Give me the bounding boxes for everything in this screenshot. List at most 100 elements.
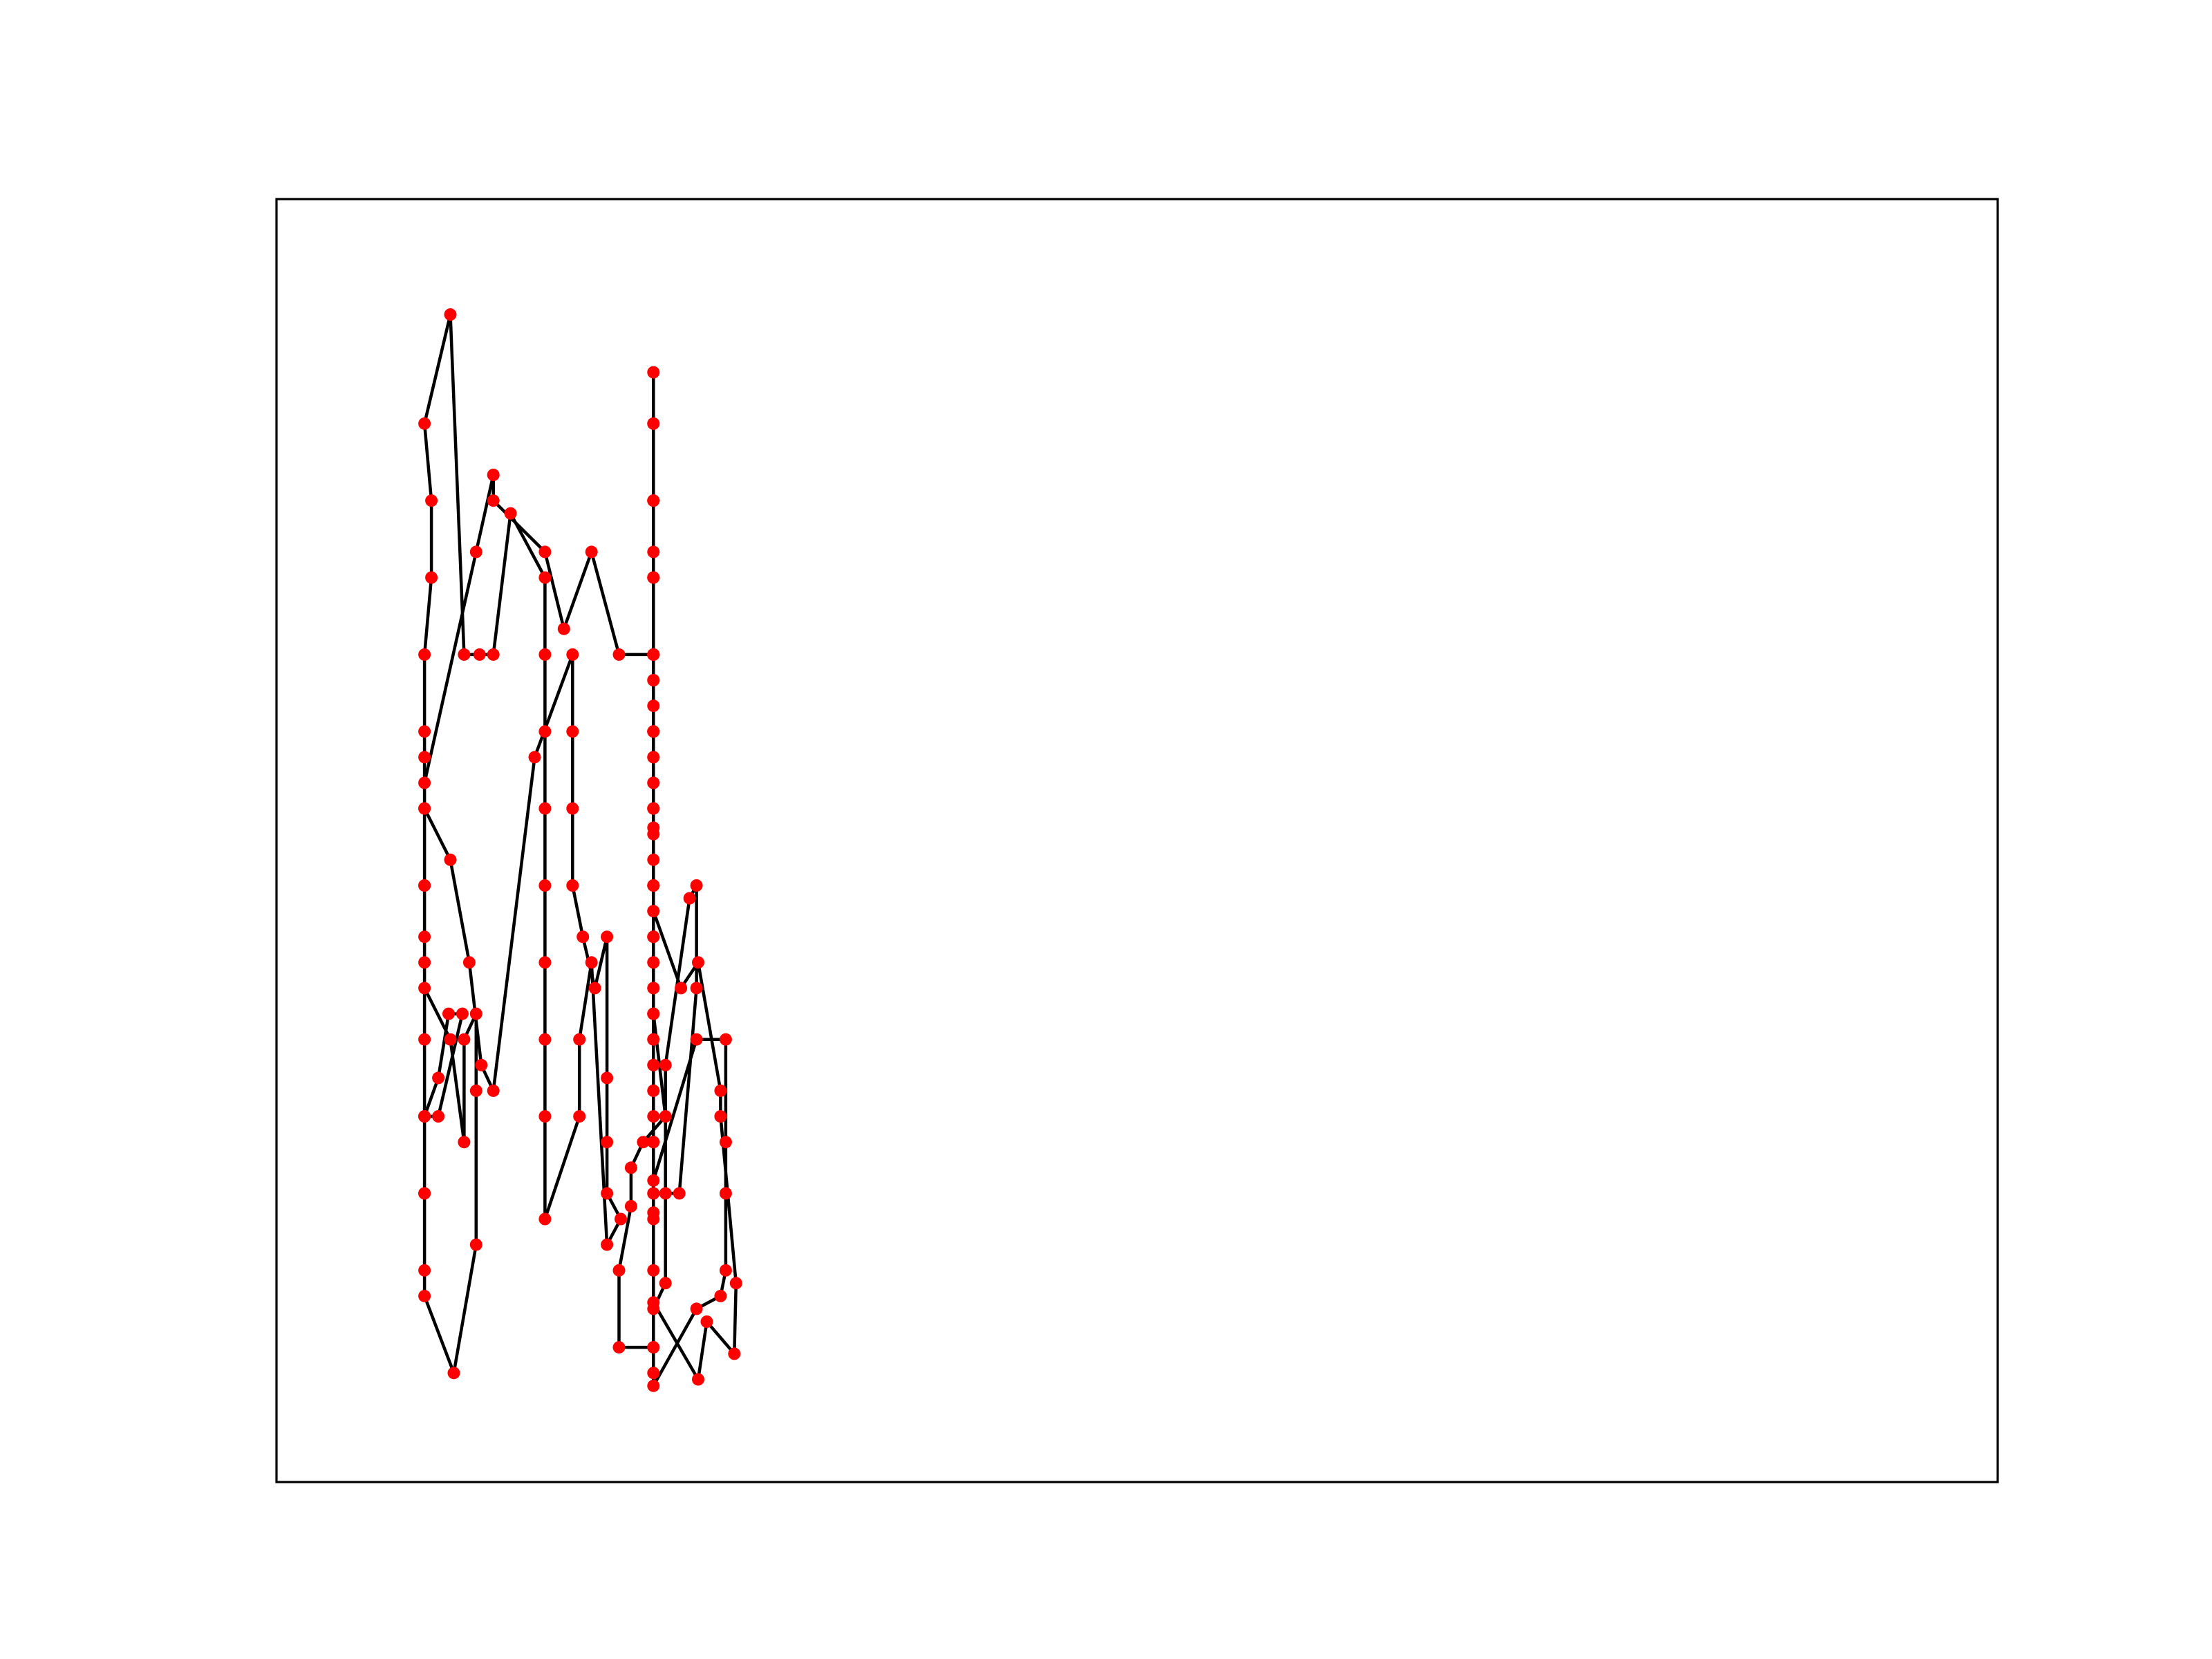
data-point (659, 1058, 672, 1071)
data-point (528, 751, 541, 764)
data-point (469, 1238, 482, 1251)
data-point (647, 802, 660, 815)
data-point (612, 648, 626, 661)
data-point (418, 982, 431, 995)
marker-layer (418, 308, 742, 1392)
data-point (538, 571, 552, 584)
data-point (458, 648, 471, 661)
data-point (647, 1187, 660, 1200)
data-point (469, 1007, 482, 1020)
data-point (624, 1161, 637, 1174)
data-point (714, 1084, 727, 1097)
data-point (469, 545, 482, 559)
data-point (637, 1136, 650, 1149)
data-point (647, 700, 660, 713)
data-point (601, 1136, 614, 1149)
data-point (714, 1289, 727, 1302)
data-point (538, 545, 552, 559)
data-point (647, 1379, 660, 1392)
data-point (601, 1238, 614, 1251)
data-point (418, 751, 431, 764)
data-point (601, 1071, 614, 1085)
data-point (647, 1136, 660, 1149)
data-point (647, 1058, 660, 1071)
data-point (647, 1367, 660, 1380)
data-point (719, 1264, 732, 1277)
data-point (573, 1110, 586, 1123)
data-point (647, 1341, 660, 1354)
data-point (473, 648, 486, 661)
data-point (647, 1110, 660, 1123)
data-point (624, 1200, 637, 1212)
data-point (690, 1302, 703, 1315)
data-point (577, 930, 590, 944)
data-point (538, 879, 552, 892)
data-point (647, 879, 660, 892)
data-point (612, 1341, 626, 1354)
data-point (418, 1187, 431, 1200)
data-point (719, 1033, 732, 1046)
data-point (647, 751, 660, 764)
data-point (538, 802, 552, 815)
data-point (588, 982, 601, 995)
data-point (692, 1373, 704, 1386)
data-point (444, 853, 457, 866)
data-point (601, 1187, 614, 1200)
data-point (647, 930, 660, 944)
data-point (690, 1033, 703, 1046)
data-point (573, 1033, 586, 1046)
axes-frame (275, 198, 1999, 1483)
data-point (673, 1187, 686, 1200)
data-point (647, 648, 660, 661)
data-point (458, 1136, 471, 1149)
data-point (538, 725, 552, 738)
data-point (690, 982, 703, 995)
data-point (566, 802, 579, 815)
data-point (504, 507, 517, 520)
data-point (647, 725, 660, 738)
data-point (714, 1110, 727, 1123)
data-point (647, 571, 660, 584)
data-point (538, 956, 552, 969)
data-point (615, 1212, 627, 1226)
data-point (647, 417, 660, 430)
data-point (728, 1347, 741, 1360)
data-point (647, 956, 660, 969)
data-point (647, 1206, 660, 1219)
data-point (647, 494, 660, 507)
data-point (469, 1084, 482, 1097)
data-point (647, 1264, 660, 1277)
data-point (690, 879, 703, 892)
data-point (418, 417, 431, 430)
data-point (418, 725, 431, 738)
data-point (458, 1033, 471, 1046)
data-point (692, 956, 704, 969)
data-point (475, 1058, 488, 1071)
data-point (418, 776, 431, 789)
data-point (647, 821, 660, 834)
data-point (647, 776, 660, 789)
data-point (647, 1174, 660, 1187)
data-point (647, 853, 660, 866)
data-point (487, 469, 500, 481)
data-point (647, 1007, 660, 1020)
data-point (566, 725, 579, 738)
data-point (538, 1033, 552, 1046)
data-point (647, 905, 660, 918)
data-point (729, 1277, 742, 1290)
data-point (659, 1187, 672, 1200)
data-point (700, 1315, 713, 1328)
data-point (418, 930, 431, 944)
data-point (487, 1084, 500, 1097)
data-point (719, 1187, 732, 1200)
data-point (487, 648, 500, 661)
data-point (487, 494, 500, 507)
data-point (418, 802, 431, 815)
data-point (675, 982, 688, 995)
data-point (585, 545, 598, 559)
data-point (719, 1136, 732, 1149)
data-point (425, 494, 438, 507)
data-point (442, 1007, 455, 1020)
data-point (432, 1110, 445, 1123)
